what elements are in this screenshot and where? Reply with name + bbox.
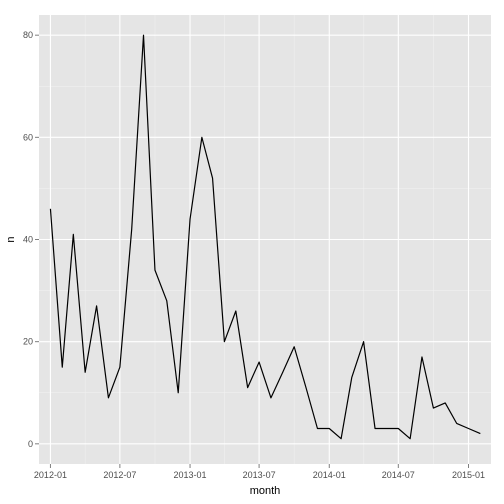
y-axis-title: n: [5, 236, 17, 242]
series-lines: [49, 34, 481, 440]
major-gridlines: [39, 15, 491, 464]
x-tick-label: 2014-01: [313, 470, 346, 480]
x-axis-title: month: [250, 485, 281, 497]
y-tick-label: 20: [23, 337, 33, 347]
axis-ticks: [35, 34, 469, 468]
x-tick-label: 2013-07: [243, 470, 276, 480]
x-tick-label: 2012-01: [34, 470, 67, 480]
x-tick-label: 2014-07: [382, 470, 415, 480]
x-tick-label: 2012-07: [103, 470, 136, 480]
y-tick-label: 0: [28, 439, 33, 449]
y-axis-tick-labels: 0 20 40 60 80: [23, 30, 33, 449]
x-axis-tick-labels: 2012-01 2012-07 2013-01 2013-07 2014-01 2014-…: [34, 470, 485, 480]
x-tick-label: 2013-01: [174, 470, 207, 480]
series-line: [49, 34, 481, 440]
y-tick-label: 40: [23, 235, 33, 245]
y-tick-label: 80: [23, 30, 33, 40]
x-tick-label: 2015-01: [452, 470, 485, 480]
y-tick-label: 60: [23, 132, 33, 142]
